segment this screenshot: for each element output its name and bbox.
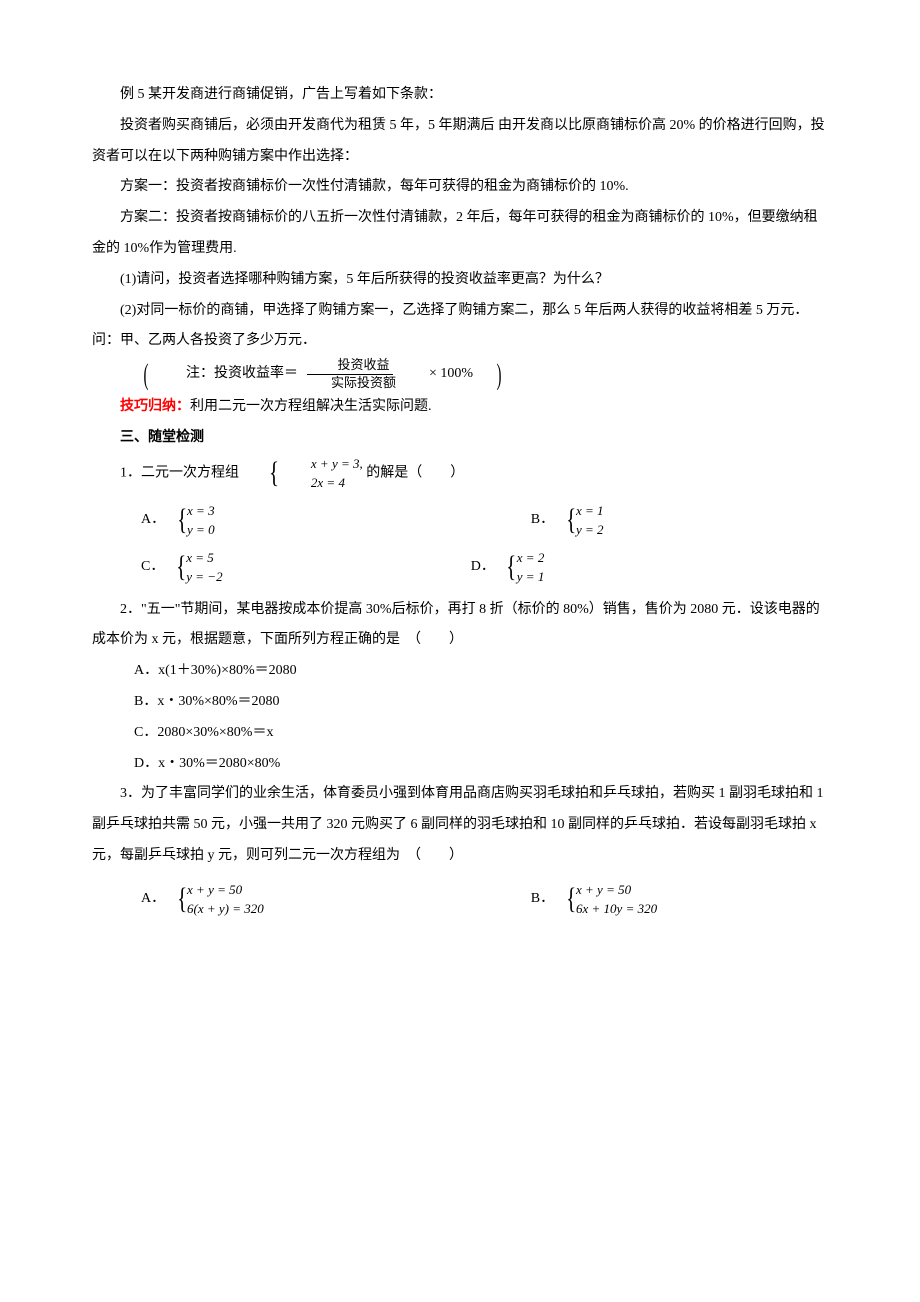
label-a: A．: [141, 891, 165, 906]
q1-c-eq2: y = −2: [186, 567, 222, 587]
skill-text: 利用二元一次方程组解决生活实际问题.: [190, 399, 432, 414]
q2-option-b: B．x・30%×80%＝2080: [92, 687, 828, 718]
label-d: D．: [471, 559, 495, 574]
q1-option-c: C． { x = 5 y = −2: [141, 548, 471, 587]
example5-plan1: 方案一：投资者按商铺标价一次性付清铺款，每年可获得的租金为商铺标价的 10%.: [92, 172, 828, 203]
note-prefix: 注：投资收益率＝: [158, 359, 298, 390]
example5-p1: 投资者购买商铺后，必须由开发商代为租赁 5 年，5 年期满后 由开发商以比原商铺…: [92, 111, 828, 173]
q2-option-a: A．x(1＋30%)×80%＝2080: [92, 656, 828, 687]
q1-option-d: D． { x = 2 y = 1: [471, 548, 801, 587]
example5-plan2: 方案二：投资者按商铺标价的八五折一次性付清铺款，2 年后，每年可获得的租金为商铺…: [92, 203, 828, 265]
brace-icon: {: [507, 552, 517, 582]
q1-options-row2: C． { x = 5 y = −2 D． { x = 2 y = 1: [92, 548, 828, 587]
q1-b-eq2: y = 2: [576, 520, 604, 540]
q1-eq2: 2x = 4: [283, 473, 363, 493]
q1-stem: 1．二元一次方程组 { x + y = 3, 2x = 4 的解是（ ）: [92, 454, 828, 493]
brace-icon: {: [249, 458, 279, 488]
note-line: ( 注：投资收益率＝ 投资收益 实际投资额 × 100% ): [92, 357, 828, 392]
brace-icon: {: [566, 884, 576, 914]
skill-line: 技巧归纳：利用二元一次方程组解决生活实际问题.: [92, 392, 828, 423]
section3-title: 三、随堂检测: [92, 423, 828, 454]
fraction-num: 投资收益: [307, 357, 393, 375]
q3-a-eq2: 6(x + y) = 320: [187, 899, 264, 919]
brace-icon: {: [177, 505, 187, 535]
brace-icon: {: [176, 552, 186, 582]
q1-text: 1．二元一次方程组: [120, 465, 239, 480]
skill-label: 技巧归纳：: [120, 399, 190, 414]
q1-c-eq1: x = 5: [186, 548, 222, 568]
paren-left-icon: (: [130, 360, 149, 390]
example5-title: 例 5 某开发商进行商铺促销，广告上写着如下条款：: [92, 80, 828, 111]
fraction-den: 实际投资额: [300, 375, 399, 392]
example5-q1: (1)请问，投资者选择哪种购铺方案，5 年后所获得的投资收益率更高？为什么？: [92, 265, 828, 296]
brace-icon: {: [177, 884, 187, 914]
q3-b-eq1: x + y = 50: [576, 880, 657, 900]
q1-tail: 的解是（ ）: [366, 465, 464, 480]
q2-option-d: D．x・30%＝2080×80%: [92, 749, 828, 780]
label-b: B．: [531, 512, 554, 527]
q1-d-eq1: x = 2: [517, 548, 545, 568]
brace-icon: {: [566, 505, 576, 535]
note-suffix: × 100%: [401, 359, 473, 390]
label-a: A．: [141, 512, 165, 527]
q1-b-eq1: x = 1: [576, 501, 604, 521]
q1-options-row1: A． { x = 3 y = 0 B． { x = 1 y = 2: [92, 501, 828, 540]
q3-stem: 3．为了丰富同学们的业余生活，体育委员小强到体育用品商店购买羽毛球拍和乒乓球拍，…: [92, 779, 828, 871]
fraction: 投资收益 实际投资额: [300, 357, 399, 392]
q1-a-eq2: y = 0: [187, 520, 215, 540]
q1-system: { x + y = 3, 2x = 4: [243, 454, 363, 493]
q3-option-b: B． { x + y = 50 6x + 10y = 320: [471, 880, 828, 919]
q3-b-eq2: 6x + 10y = 320: [576, 899, 657, 919]
example5-q2: (2)对同一标价的商铺，甲选择了购铺方案一，乙选择了购铺方案二，那么 5 年后两…: [92, 296, 828, 358]
q2-stem: 2．"五一"节期间，某电器按成本价提高 30%后标价，再打 8 折（标价的 80…: [92, 595, 828, 657]
q2-option-c: C．2080×30%×80%＝x: [92, 718, 828, 749]
paren-right-icon: ): [483, 360, 502, 390]
q1-a-eq1: x = 3: [187, 501, 215, 521]
q1-option-a: A． { x = 3 y = 0: [141, 501, 471, 540]
label-c: C．: [141, 559, 164, 574]
q1-option-b: B． { x = 1 y = 2: [471, 501, 828, 540]
q3-a-eq1: x + y = 50: [187, 880, 264, 900]
label-b: B．: [531, 891, 554, 906]
q1-eq1: x + y = 3,: [283, 454, 363, 474]
q3-option-a: A． { x + y = 50 6(x + y) = 320: [141, 880, 471, 919]
q3-options-row1: A． { x + y = 50 6(x + y) = 320 B． { x + …: [92, 880, 828, 919]
q1-d-eq2: y = 1: [517, 567, 545, 587]
